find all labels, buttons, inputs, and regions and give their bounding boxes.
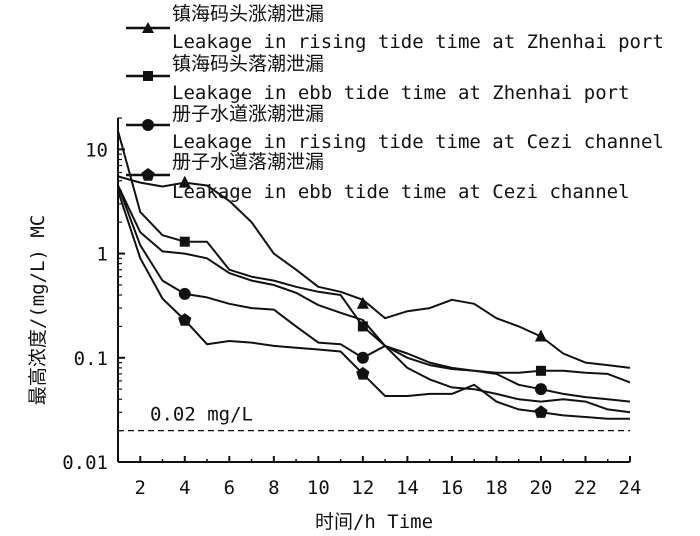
legend-marker-pentagon — [141, 168, 155, 181]
y-axis-title: 最高浓度/(mg/L) MC — [27, 215, 49, 405]
triangle-marker — [356, 296, 369, 309]
x-tick-label: 20 — [530, 477, 553, 499]
x-tick-label: 24 — [619, 477, 642, 499]
legend-label-en-cezi-rising: Leakage in rising tide time at Cezi chan… — [172, 131, 664, 153]
pentagon-marker — [534, 405, 548, 418]
legend-label-cn-zhenhai-ebb: 镇海码头落潮泄漏 — [172, 53, 324, 75]
legend-entry-zhenhai-rising: 镇海码头涨潮泄漏 Leakage in rising tide time at … — [126, 3, 664, 53]
circle-marker — [178, 287, 191, 300]
y-tick-label: 1 — [97, 244, 108, 266]
legend-marker-circle — [142, 119, 154, 131]
square-marker — [179, 236, 190, 247]
legend-marker-triangle — [142, 22, 154, 33]
pentagon-marker — [178, 313, 192, 326]
circle-marker — [356, 351, 369, 364]
square-marker — [357, 321, 368, 332]
series-layer — [117, 130, 631, 420]
legend-label-cn-cezi-ebb: 册子水道落潮泄漏 — [172, 151, 324, 173]
markers-layer — [178, 175, 548, 418]
legend: 镇海码头涨潮泄漏 Leakage in rising tide time at … — [126, 3, 664, 203]
legend-marker-square — [143, 71, 153, 81]
series-line-5 — [117, 190, 630, 420]
legend-label-en-cezi-ebb: Leakage in ebb tide time at Cezi channel — [172, 181, 630, 203]
x-tick-label: 10 — [307, 477, 330, 499]
series-line-1 — [117, 175, 631, 369]
circle-marker — [534, 383, 547, 396]
x-tick-label: 18 — [485, 477, 508, 499]
legend-label-cn-cezi-rising: 册子水道涨潮泄漏 — [172, 103, 324, 125]
legend-entry-cezi-ebb: 册子水道落潮泄漏 Leakage in ebb tide time at Cez… — [126, 151, 630, 203]
x-tick-label: 8 — [268, 477, 279, 499]
x-tick-label: 6 — [224, 477, 235, 499]
series-line-3 — [117, 185, 631, 403]
legend-entry-cezi-rising: 册子水道涨潮泄漏 Leakage in rising tide time at … — [126, 103, 664, 153]
x-tick-label: 16 — [440, 477, 463, 499]
legend-entry-zhenhai-ebb: 镇海码头落潮泄漏 Leakage in ebb tide time at Zhe… — [126, 53, 630, 104]
square-marker — [535, 365, 546, 376]
series-line-4 — [117, 130, 631, 414]
y-tick-label: 0.1 — [74, 348, 108, 370]
x-tick-label: 22 — [574, 477, 597, 499]
legend-label-en-zhenhai-rising: Leakage in rising tide time at Zhenhai p… — [172, 31, 664, 53]
x-tick-label: 14 — [396, 477, 419, 499]
x-axis-title: 时间/h Time — [315, 511, 433, 533]
triangle-marker — [178, 175, 191, 188]
triangle-marker — [534, 329, 547, 342]
reference-line-label: 0.02 mg/L — [150, 404, 253, 426]
pentagon-marker — [356, 366, 370, 380]
x-tick-label: 4 — [179, 477, 190, 499]
x-tick-label: 12 — [351, 477, 374, 499]
y-tick-label: 0.01 — [62, 452, 108, 474]
legend-label-cn-zhenhai-rising: 镇海码头涨潮泄漏 — [172, 3, 324, 25]
legend-label-en-zhenhai-ebb: Leakage in ebb tide time at Zhenhai port — [172, 82, 630, 104]
y-tick-label: 10 — [85, 139, 108, 161]
x-tick-label: 2 — [135, 477, 146, 499]
